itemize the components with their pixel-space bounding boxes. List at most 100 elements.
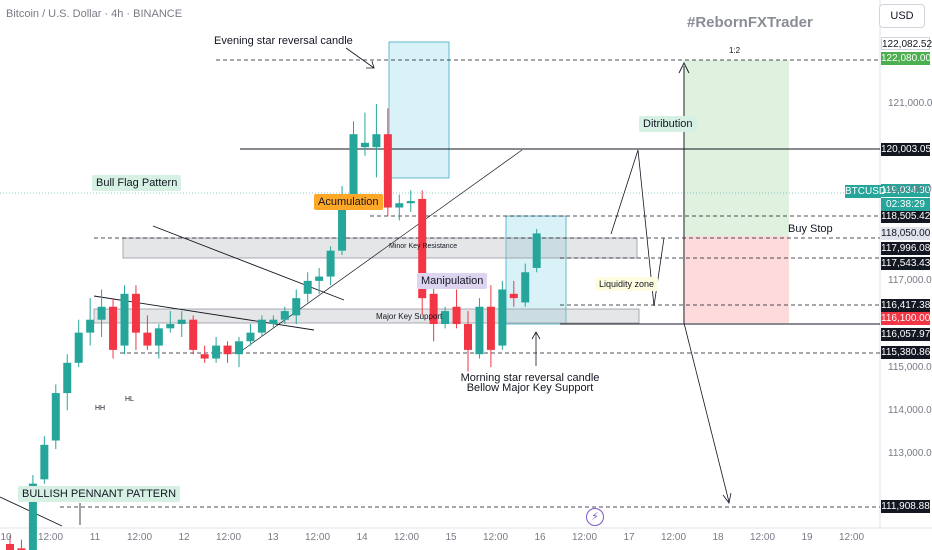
candle-body-34 — [395, 203, 404, 208]
candle-body-24 — [280, 311, 289, 320]
candle-body-26 — [303, 280, 312, 294]
candle-body-41 — [475, 306, 484, 355]
time-axis-tick: 12:00 — [838, 532, 865, 543]
time-axis-tick: 10 — [0, 532, 12, 543]
price-label: 117,543.43 — [881, 257, 931, 270]
time-axis-tick: 15 — [445, 532, 457, 543]
price-label: 122,082.52 — [881, 37, 932, 50]
candle-body-36 — [418, 198, 427, 299]
price-axis-tick: 119,000.00 — [888, 184, 932, 195]
lightning-icon[interactable]: ⚡ — [586, 508, 604, 526]
price-axis-tick: 115,000.00 — [888, 362, 932, 373]
candle-body-9 — [109, 306, 118, 350]
candle-body-5 — [63, 362, 72, 394]
candle-body-42 — [486, 306, 495, 350]
candle-body-3 — [40, 444, 49, 480]
candle-body-33 — [383, 134, 392, 208]
price-axis-tick: 117,000.00 — [888, 275, 932, 286]
candle-body-2 — [28, 483, 37, 550]
candle-body-45 — [521, 272, 530, 303]
candle-body-6 — [74, 332, 83, 363]
candle-body-44 — [509, 293, 518, 299]
candle-body-32 — [372, 134, 381, 148]
time-axis-tick: 16 — [534, 532, 546, 543]
candle-body-22 — [257, 319, 266, 333]
downside-arrow-head — [722, 492, 732, 504]
candle-body-17 — [200, 354, 209, 359]
time-axis-tick: 12:00 — [749, 532, 776, 543]
time-axis-tick: 17 — [623, 532, 635, 543]
candle-body-11 — [131, 293, 140, 333]
distribution-label: Ditribution — [639, 116, 697, 132]
price-label: 122,080.00 — [881, 52, 932, 65]
time-axis-tick: 12:00 — [660, 532, 687, 543]
candle-body-4 — [51, 393, 60, 441]
price-label: 116,100.00 — [881, 312, 931, 325]
arrows — [79, 47, 732, 525]
morning-star-pointer-head — [531, 331, 541, 340]
stop-zone — [683, 236, 789, 323]
candle-body-28 — [326, 250, 335, 277]
price-label: 118,505.42 — [881, 210, 931, 223]
countdown-label: 02:38:29 — [881, 198, 930, 211]
projected-path — [610, 149, 665, 307]
brand-watermark: #RebornFXTrader — [687, 14, 813, 31]
candle-body-43 — [498, 289, 507, 346]
candle-body-35 — [406, 201, 415, 204]
major-key-support-label: Major Key Support — [376, 312, 443, 321]
time-axis-tick: 18 — [712, 532, 724, 543]
candles — [6, 104, 541, 550]
minor-key-resistance-label: Minor Key Resistance — [389, 243, 458, 250]
time-axis-tick: 14 — [356, 532, 368, 543]
evening-star-pointer-head — [366, 60, 375, 69]
candle-body-38 — [441, 311, 450, 325]
candle-body-40 — [464, 324, 472, 350]
price-label: 118,050.00 — [881, 227, 931, 240]
price-axis-tick: 113,000.00 — [888, 448, 932, 459]
candle-body-15 — [177, 319, 186, 325]
accumulation-label: Acumulation — [314, 194, 383, 210]
candle-body-46 — [532, 233, 541, 268]
price-label: 119,034.30 — [881, 184, 931, 197]
price-axis-tick: 121,000.00 — [888, 98, 932, 109]
evening-star-pointer — [345, 47, 375, 69]
price-label: 116,057.97 — [881, 328, 931, 341]
level-lines — [0, 59, 880, 527]
candle-body-13 — [154, 328, 163, 346]
price-axis-tick: 114,000.00 — [888, 405, 932, 416]
grid — [0, 0, 932, 529]
candle-body-39 — [452, 306, 461, 325]
price-label: 117,996.08 — [881, 242, 931, 255]
target-zone — [683, 60, 789, 236]
evening-star-box — [388, 41, 450, 179]
candle-body-19 — [223, 345, 232, 355]
bullish-pennant-label: BULLISH PENNANT PATTERN — [18, 486, 181, 502]
candle-body-30 — [349, 134, 358, 195]
morning-star-box — [505, 215, 567, 325]
candle-body-37 — [429, 293, 438, 325]
target-arrow-head — [678, 61, 690, 74]
risk-reward-ratio: 1:2 — [729, 46, 741, 55]
chart-title: Bitcoin / U.S. Dollar · 4h · BINANCE — [6, 8, 183, 20]
morning-star-label: Morning star reversal candle — [460, 372, 600, 384]
candle-body-20 — [235, 341, 243, 355]
time-axis-tick: 12:00 — [304, 532, 331, 543]
buy-stop-label: Buy Stop — [788, 223, 833, 235]
flag-lower-line — [93, 295, 315, 331]
time-axis-tick: 12:00 — [482, 532, 509, 543]
manipulation-label: Manipulation — [417, 273, 488, 289]
flag-upper-line — [152, 225, 345, 301]
candle-body-31 — [360, 142, 369, 148]
hl-label: HL — [125, 396, 134, 403]
candle-body-10 — [120, 293, 129, 346]
price-label: 111,908.88 — [881, 500, 930, 513]
price-label: 120,003.05 — [881, 143, 932, 156]
time-axis-tick: 11 — [89, 532, 101, 543]
candle-body-7 — [86, 319, 95, 333]
time-axis-tick: 12:00 — [126, 532, 153, 543]
currency-button[interactable]: USD — [879, 4, 925, 28]
candle-body-8 — [97, 306, 106, 320]
candle-body-1 — [17, 548, 26, 550]
candle-body-25 — [292, 298, 301, 316]
